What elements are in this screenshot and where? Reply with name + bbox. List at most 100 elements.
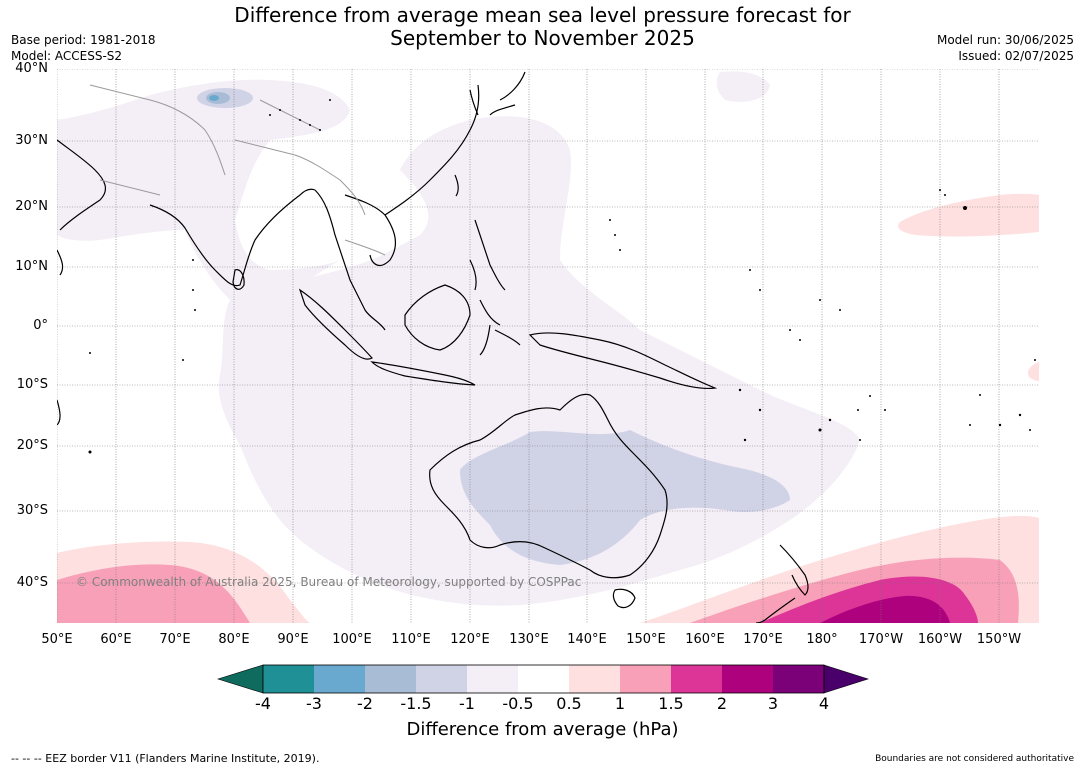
lat-label-40n: 40°N — [15, 61, 48, 76]
lon-label-150w: 150°W — [976, 632, 1022, 647]
lon-label-120e: 120°E — [450, 632, 490, 647]
coastlines — [57, 71, 809, 623]
colorbar-tick: 4 — [818, 694, 830, 713]
colorbar-tick: -4 — [255, 694, 271, 713]
colorbar-swatch — [416, 665, 467, 693]
copyright-text: © Commonwealth of Australia 2025, Bureau… — [76, 575, 581, 589]
lon-label-60e: 60°E — [100, 632, 132, 647]
coastline-java — [370, 361, 476, 386]
anomaly-region-weak-low-nw — [57, 79, 350, 300]
colorbar-tick: -0.5 — [502, 694, 534, 713]
lon-label-160e: 160°E — [685, 632, 725, 647]
colorbar-swatch — [467, 665, 518, 693]
lat-label-10s: 10°S — [16, 377, 48, 392]
meta-left: Base period: 1981-2018 Model: ACCESS-S2 — [11, 32, 156, 64]
lon-label-170w: 170°W — [858, 632, 904, 647]
coastline-indochina — [344, 194, 397, 267]
country-borders — [89, 84, 386, 256]
colorbar — [216, 664, 869, 694]
gridlines — [57, 69, 1039, 623]
lon-label-150e: 150°E — [626, 632, 666, 647]
meta-right: Model run: 30/06/2025 Issued: 02/07/2025 — [937, 32, 1074, 64]
lat-label-30n: 30°N — [15, 133, 48, 148]
model-name: Model: ACCESS-S2 — [11, 49, 123, 63]
coastline-arabia — [57, 139, 107, 231]
lat-label-20s: 20°S — [16, 438, 48, 453]
anomaly-region-se-high-4 — [820, 595, 950, 623]
coastline-new-guinea — [528, 332, 718, 390]
map-title-line1: Difference from average mean sea level p… — [234, 3, 851, 27]
lon-label-170e: 170°E — [743, 632, 783, 647]
lon-label-50e: 50°E — [41, 632, 73, 647]
lat-label-0: 0° — [33, 318, 48, 333]
colorbar-swatch — [773, 665, 824, 693]
coastline-sulawesi — [479, 299, 521, 356]
small-islands — [88, 99, 1036, 454]
lon-label-110e: 110°E — [391, 632, 431, 647]
colorbar-swatch — [671, 665, 722, 693]
coastline-india — [149, 188, 316, 287]
colorbar-tick: -1.5 — [400, 694, 432, 713]
coastline-korea — [469, 89, 479, 116]
coastline-sri-lanka — [232, 269, 245, 290]
colorbar-extend-low — [216, 664, 264, 694]
eez-note: -- -- -- EEZ border V11 (Flanders Marine… — [11, 752, 320, 765]
map-content: © Commonwealth of Australia 2025, Bureau… — [57, 69, 1039, 623]
colorbar-tick: 1.5 — [658, 694, 684, 713]
coastline-australia — [429, 393, 668, 579]
map-title-line2: September to November 2025 — [390, 26, 695, 50]
anomaly-region-moderate-low — [460, 430, 790, 565]
colorbar-tick: -3 — [306, 694, 322, 713]
anomaly-contours — [57, 71, 1039, 623]
colorbar-tick: 1 — [614, 694, 626, 713]
colorbar-swatch — [569, 665, 620, 693]
colorbar-tick: -2 — [357, 694, 373, 713]
base-period: Base period: 1981-2018 — [11, 33, 156, 47]
coastline-new-zealand-south — [755, 597, 796, 623]
coastline-sumatra — [298, 288, 373, 360]
lon-label-140e: 140°E — [567, 632, 607, 647]
coastline-africa — [57, 249, 64, 426]
colorbar-swatch — [263, 665, 314, 693]
anomaly-region-sw-high-core — [57, 564, 250, 623]
colorbar-swatch — [518, 665, 569, 693]
lat-label-40s: 40°S — [16, 575, 48, 590]
lon-label-100e: 100°E — [332, 632, 372, 647]
anomaly-region-tibet-peak — [209, 95, 219, 101]
coastline-china — [384, 84, 480, 216]
coastline-borneo — [404, 284, 471, 351]
colorbar-swatch — [365, 665, 416, 693]
colorbar-extend-high — [823, 664, 869, 694]
colorbar-tick: 3 — [767, 694, 779, 713]
lat-label-20n: 20°N — [15, 199, 48, 214]
colorbar-swatch — [620, 665, 671, 693]
coastline-se-asia — [314, 189, 386, 331]
anomaly-region-weak-low-north — [716, 71, 770, 102]
anomaly-region-e-high — [1028, 362, 1039, 381]
map-title: Difference from average mean sea level p… — [0, 4, 1085, 50]
lat-label-10n: 10°N — [15, 259, 48, 274]
colorbar-tick: 2 — [716, 694, 728, 713]
coastline-japan — [489, 71, 526, 116]
lat-label-30s: 30°S — [16, 503, 48, 518]
colorbar-swatch — [314, 665, 365, 693]
coastline-taiwan — [454, 174, 459, 197]
boundaries-note: Boundaries are not considered authoritat… — [875, 754, 1074, 764]
colorbar-tick: -1 — [459, 694, 475, 713]
lon-label-70e: 70°E — [159, 632, 191, 647]
lon-label-180: 180° — [806, 632, 838, 647]
lon-label-160w: 160°W — [917, 632, 963, 647]
coastline-tasmania — [612, 588, 636, 609]
issued-date: Issued: 02/07/2025 — [958, 49, 1074, 63]
anomaly-region-ne-high — [898, 193, 1039, 237]
colorbar-swatch — [722, 665, 773, 693]
model-run: Model run: 30/06/2025 — [936, 33, 1074, 47]
lon-label-130e: 130°E — [509, 632, 549, 647]
coastline-philippines — [469, 219, 506, 291]
lon-label-90e: 90°E — [277, 632, 309, 647]
colorbar-label: Difference from average (hPa) — [406, 719, 679, 740]
coastline-new-zealand-north — [779, 544, 809, 596]
lon-label-80e: 80°E — [218, 632, 250, 647]
colorbar-tick: 0.5 — [556, 694, 582, 713]
